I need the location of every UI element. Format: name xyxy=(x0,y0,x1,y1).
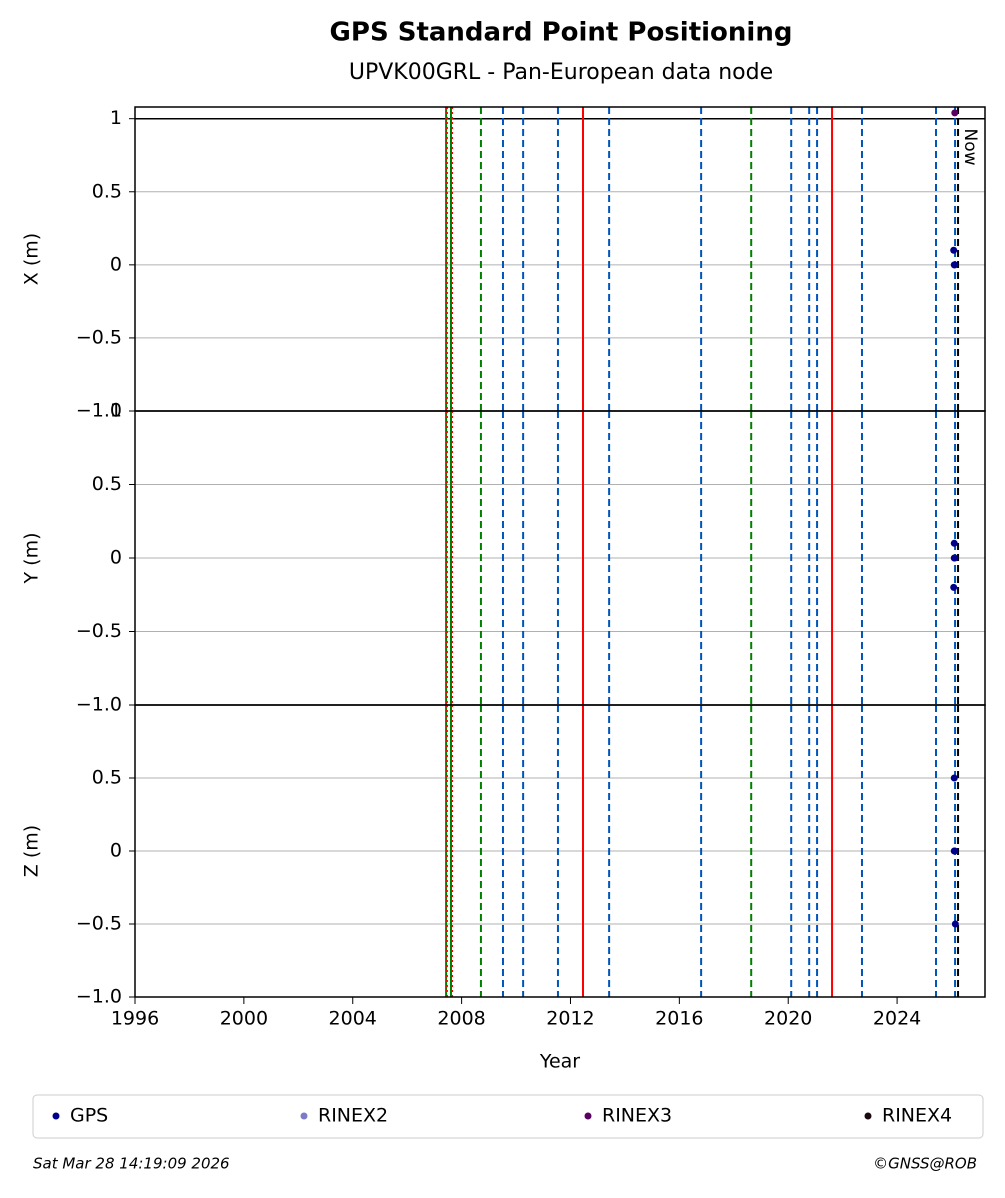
y-tick-label: 0 xyxy=(110,253,122,275)
point xyxy=(950,583,958,591)
y-tick-label: −1.0 xyxy=(76,400,122,422)
y-tick-label: −1.0 xyxy=(76,986,122,1008)
point xyxy=(951,847,959,855)
legend-marker xyxy=(864,1112,872,1120)
legend-label: RINEX3 xyxy=(602,1105,672,1127)
y-tick-label: −0.5 xyxy=(76,913,122,935)
point xyxy=(951,261,959,269)
chart-subtitle: UPVK00GRL - Pan-European data node xyxy=(349,60,773,85)
y-tick-label: 0 xyxy=(110,840,122,862)
plot-frame xyxy=(134,106,986,412)
point xyxy=(951,554,959,562)
legend-box xyxy=(32,1094,984,1139)
x-tick-label: 2008 xyxy=(437,1008,485,1030)
y-tick-label: 0 xyxy=(110,547,122,569)
y-tick-label: −1.0 xyxy=(76,694,122,716)
y-tick-label: 1 xyxy=(110,400,122,422)
legend-label: RINEX2 xyxy=(318,1105,388,1127)
y-axis-label: X (m) xyxy=(21,233,43,285)
point xyxy=(950,539,958,547)
y-tick-label: 0.5 xyxy=(92,180,122,202)
legend-marker xyxy=(300,1112,308,1120)
point xyxy=(950,774,958,782)
y-tick-label: 0.5 xyxy=(92,767,122,789)
x-tick-label: 2016 xyxy=(655,1008,703,1030)
x-tick-label: 2004 xyxy=(329,1008,377,1030)
plot-frame xyxy=(134,704,986,998)
chart-title: GPS Standard Point Positioning xyxy=(330,18,793,48)
footer-date: Sat Mar 28 14:19:09 2026 xyxy=(33,1155,230,1173)
x-tick-label: 1996 xyxy=(111,1008,159,1030)
x-tick-label: 2020 xyxy=(764,1008,812,1030)
x-axis-label: Year xyxy=(539,1051,580,1073)
legend-marker xyxy=(52,1112,60,1120)
y-tick-label: −0.5 xyxy=(76,326,122,348)
x-tick-label: 2012 xyxy=(546,1008,594,1030)
x-tick-label: 2024 xyxy=(873,1008,921,1030)
y-axis-label: Z (m) xyxy=(21,825,43,877)
point xyxy=(950,246,958,254)
y-tick-label: −0.5 xyxy=(76,620,122,642)
y-tick-label: 0.5 xyxy=(92,473,122,495)
y-tick-label: 1 xyxy=(110,107,122,129)
now-label: Now xyxy=(960,128,980,165)
legend-label: GPS xyxy=(70,1105,108,1127)
legend-marker xyxy=(584,1112,592,1120)
footer-copyright: ©GNSS@ROB xyxy=(873,1155,977,1173)
y-axis-label: Y (m) xyxy=(21,533,43,585)
point xyxy=(951,109,959,117)
x-tick-label: 2000 xyxy=(220,1008,268,1030)
point xyxy=(951,920,959,928)
legend-label: RINEX4 xyxy=(882,1105,952,1127)
